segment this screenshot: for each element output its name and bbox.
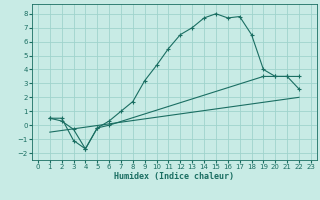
- X-axis label: Humidex (Indice chaleur): Humidex (Indice chaleur): [115, 172, 234, 181]
